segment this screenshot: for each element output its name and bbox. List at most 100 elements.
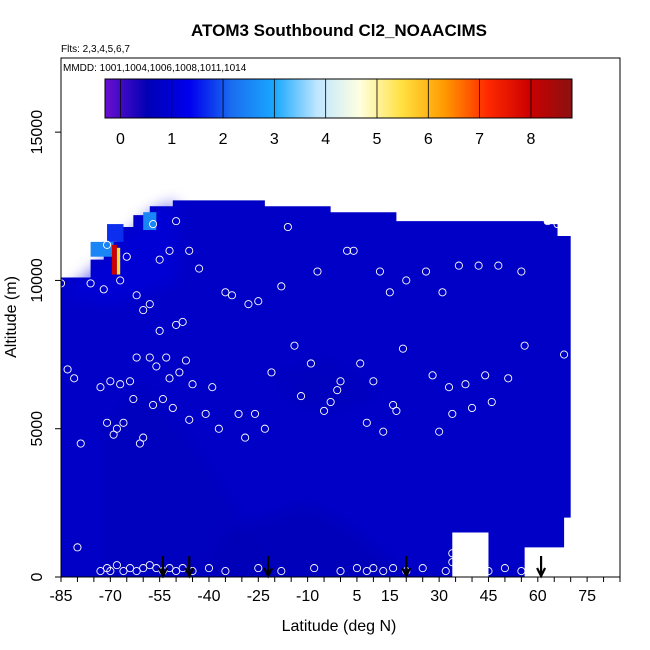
chart-title: ATOM3 Southbound Cl2_NOAACIMS — [191, 21, 487, 40]
sample-point — [362, 418, 371, 427]
profile-arrow — [184, 556, 195, 579]
sample-point — [96, 383, 105, 392]
profile-arrow — [536, 556, 547, 579]
sample-point — [379, 567, 388, 576]
sample-point — [241, 433, 250, 442]
x-tick-label: -55 — [148, 588, 171, 605]
sample-point — [362, 567, 371, 576]
colorbar-tick-label: 0 — [116, 131, 125, 148]
sample-point — [116, 276, 125, 285]
dates-subtitle: MMDD: 1001,1004,1006,1008,1011,1014 — [63, 63, 247, 74]
profile-arrow-head — [263, 567, 274, 579]
x-tick-label: -85 — [49, 588, 72, 605]
sample-point — [126, 564, 135, 573]
sample-point — [553, 220, 562, 229]
sample-point — [448, 549, 457, 558]
sample-point — [379, 427, 388, 436]
sample-point — [290, 341, 299, 350]
sample-point — [158, 395, 167, 404]
sample-point — [421, 267, 431, 276]
sample-point — [461, 380, 470, 389]
field-hotspot-edge — [116, 247, 121, 275]
sample-point — [402, 276, 411, 285]
sample-point — [448, 409, 457, 418]
sample-point — [504, 374, 513, 383]
sample-point — [467, 403, 477, 413]
sample-point — [172, 567, 181, 576]
sample-point — [313, 267, 322, 276]
field-step-cyan — [90, 241, 114, 257]
sample-point — [86, 279, 95, 288]
sample-point — [428, 371, 437, 380]
sample-point — [139, 564, 148, 573]
x-tick-label: 75 — [578, 588, 596, 605]
sample-point — [438, 288, 447, 297]
sample-point — [467, 564, 477, 573]
field-step-cyan — [143, 212, 157, 231]
sample-point — [70, 374, 79, 383]
sample-point — [63, 365, 72, 374]
sample-point — [139, 306, 148, 315]
field-hotspot — [111, 244, 117, 275]
sample-point — [352, 564, 361, 573]
sample-point — [369, 377, 378, 386]
sample-point — [487, 397, 496, 407]
sample-point — [227, 291, 237, 300]
profile-arrows — [157, 556, 547, 579]
y-tick-label: 10000 — [29, 258, 46, 303]
sample-point — [155, 326, 164, 335]
sample-point — [385, 288, 394, 297]
sample-point — [336, 567, 345, 576]
sample-point — [195, 264, 204, 273]
sample-point — [392, 406, 401, 415]
profile-arrow — [263, 556, 274, 579]
sample-point — [73, 543, 82, 552]
sample-point — [132, 567, 141, 576]
sample-point — [254, 564, 263, 573]
sample-point — [320, 406, 329, 415]
sample-point — [106, 567, 115, 576]
y-tick-label: 15000 — [29, 110, 46, 155]
x-tick-label: -25 — [247, 588, 270, 605]
x-tick-label: -70 — [99, 588, 122, 605]
sample-point — [102, 418, 112, 427]
colorbar-fill — [104, 78, 573, 119]
sample-point — [221, 288, 230, 297]
x-tick-label: 30 — [430, 588, 448, 605]
profile-arrow-head — [401, 567, 412, 579]
sample-point — [296, 392, 306, 401]
x-tick-label: 60 — [529, 588, 547, 605]
colorbar-tick-label: 1 — [167, 131, 176, 148]
sample-point — [119, 418, 128, 427]
sample-point — [517, 267, 526, 276]
sample-point — [369, 564, 378, 573]
sample-point — [441, 567, 450, 576]
colorbar: 0 1 2 3 4 5 6 7 8 — [104, 78, 573, 148]
sample-point — [448, 558, 457, 567]
colorbar-tick-label: 2 — [219, 131, 228, 148]
sample-point — [149, 400, 158, 410]
sample-point — [96, 567, 105, 576]
sample-point — [132, 353, 141, 362]
sample-point — [277, 567, 286, 576]
y-axis-label: Altitude (m) — [3, 276, 20, 358]
sample-point — [129, 395, 138, 404]
sample-point — [178, 317, 187, 326]
sample-point — [454, 261, 463, 270]
sample-point — [277, 282, 286, 291]
sample-point — [474, 261, 483, 270]
sample-point — [267, 368, 276, 377]
sample-point — [520, 341, 529, 350]
sample-point — [188, 380, 197, 389]
sample-point — [99, 285, 108, 294]
sample-point — [500, 564, 509, 573]
field-lower-southern — [103, 384, 275, 577]
sample-point — [116, 380, 125, 389]
sample-point — [349, 246, 358, 255]
heatmap-field — [61, 200, 571, 577]
sample-point — [208, 383, 217, 392]
sample-point — [106, 377, 115, 386]
field-tropical-low — [208, 502, 407, 577]
colorbar-tick-label: 5 — [373, 131, 382, 148]
